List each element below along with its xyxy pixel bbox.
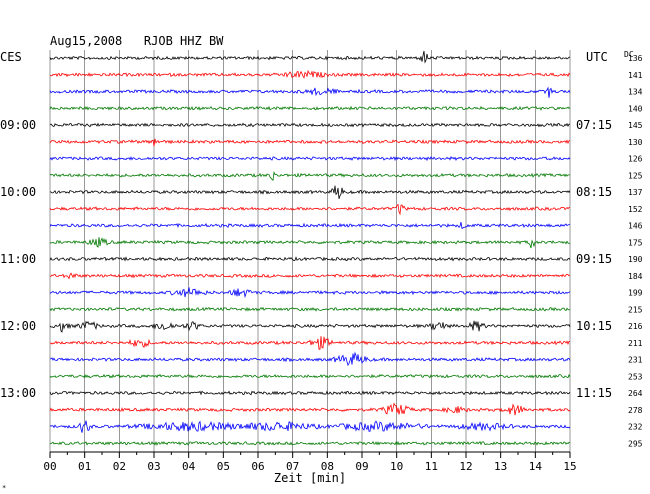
trace-row	[49, 156, 571, 162]
x-tick-label: 00	[43, 460, 56, 473]
trace-row	[49, 122, 571, 128]
trace-row	[49, 420, 571, 433]
x-tick-label: 12	[459, 460, 472, 473]
trace-row	[49, 50, 571, 64]
x-tick-label: 09	[355, 460, 368, 473]
trace-row	[49, 69, 571, 79]
dc-offset-label: 141	[628, 71, 643, 80]
seismic-traces	[49, 50, 571, 446]
dc-offset-label: 231	[628, 356, 643, 365]
x-tick-label: 05	[217, 460, 230, 473]
x-tick-label: 14	[529, 460, 543, 473]
footer-mark: *	[2, 484, 6, 492]
trace-row	[49, 320, 571, 333]
x-tick-label: 02	[113, 460, 126, 473]
chart-grid	[49, 50, 571, 458]
trace-row	[49, 171, 571, 182]
dc-offset-label: 184	[628, 272, 643, 281]
dc-offset-label: 190	[628, 255, 643, 264]
x-tick-label: 01	[78, 460, 91, 473]
trace-row	[49, 86, 571, 98]
dc-offset-label: 199	[628, 289, 643, 298]
dc-offset-label: 278	[628, 406, 643, 415]
trace-row	[49, 402, 571, 416]
trace-row	[49, 105, 571, 111]
x-tick-label: 03	[147, 460, 160, 473]
dc-offset-label: 215	[628, 305, 643, 314]
trace-row	[49, 373, 571, 379]
chart-title: Aug15,2008 RJOB HHZ BW	[50, 34, 224, 48]
dc-offset-label: 137	[628, 188, 643, 197]
trace-row	[49, 222, 571, 230]
dc-offset-label: 140	[628, 104, 643, 113]
left-hour-label: 10:00	[0, 185, 36, 199]
x-tick-label: 08	[321, 460, 334, 473]
trace-row	[49, 351, 571, 367]
dc-offset-label: 253	[628, 372, 643, 381]
dc-offset-label: 232	[628, 423, 643, 432]
dc-offset-label: 125	[628, 171, 643, 180]
dc-offset-label: 175	[628, 238, 643, 247]
trace-row	[49, 306, 571, 312]
right-timezone-label: UTC	[586, 50, 608, 64]
trace-row	[49, 440, 571, 446]
x-tick-label: 11	[425, 460, 438, 473]
dc-offset-label: 211	[628, 339, 643, 348]
right-hour-label: 10:15	[576, 319, 612, 333]
trace-row	[49, 138, 571, 147]
x-axis-label: Zeit [min]	[274, 471, 346, 485]
trace-row	[49, 185, 571, 199]
trace-row	[49, 237, 571, 249]
x-tick-label: 07	[286, 460, 299, 473]
dc-offset-label: 295	[628, 439, 643, 448]
dc-offset-label: 136	[628, 54, 643, 63]
dc-offset-label: 145	[628, 121, 643, 130]
trace-row	[49, 390, 571, 396]
x-tick-label: 04	[182, 460, 196, 473]
left-hour-label: 12:00	[0, 319, 36, 333]
x-tick-label: 15	[563, 460, 576, 473]
dc-offset-label: 146	[628, 222, 643, 231]
trace-row	[49, 336, 571, 350]
dc-offset-label: 134	[628, 88, 643, 97]
dc-offset-label: 216	[628, 322, 643, 331]
trace-row	[49, 203, 571, 216]
left-hour-label: 09:00	[0, 118, 36, 132]
right-hour-label: 08:15	[576, 185, 612, 199]
dc-offset-label: 264	[628, 389, 643, 398]
dc-column-label: DC	[624, 50, 634, 59]
x-tick-label: 13	[494, 460, 507, 473]
right-hour-label: 07:15	[576, 118, 612, 132]
trace-row	[49, 287, 571, 299]
x-tick-label: 10	[390, 460, 403, 473]
x-tick-label: 06	[251, 460, 264, 473]
trace-row	[49, 256, 571, 262]
dc-offset-label: 126	[628, 155, 643, 164]
left-hour-label: 13:00	[0, 386, 36, 400]
chart-labels: 00 01 02 03 04 05 06 07 08 09 10 11 12 13 14 15 136 141 13…	[0, 54, 643, 473]
left-timezone-label: CES	[0, 50, 22, 64]
dc-offset-label: 130	[628, 138, 643, 147]
right-hour-label: 09:15	[576, 252, 612, 266]
left-hour-label: 11:00	[0, 252, 36, 266]
right-hour-label: 11:15	[576, 386, 612, 400]
trace-row	[49, 272, 571, 280]
dc-offset-label: 152	[628, 205, 643, 214]
